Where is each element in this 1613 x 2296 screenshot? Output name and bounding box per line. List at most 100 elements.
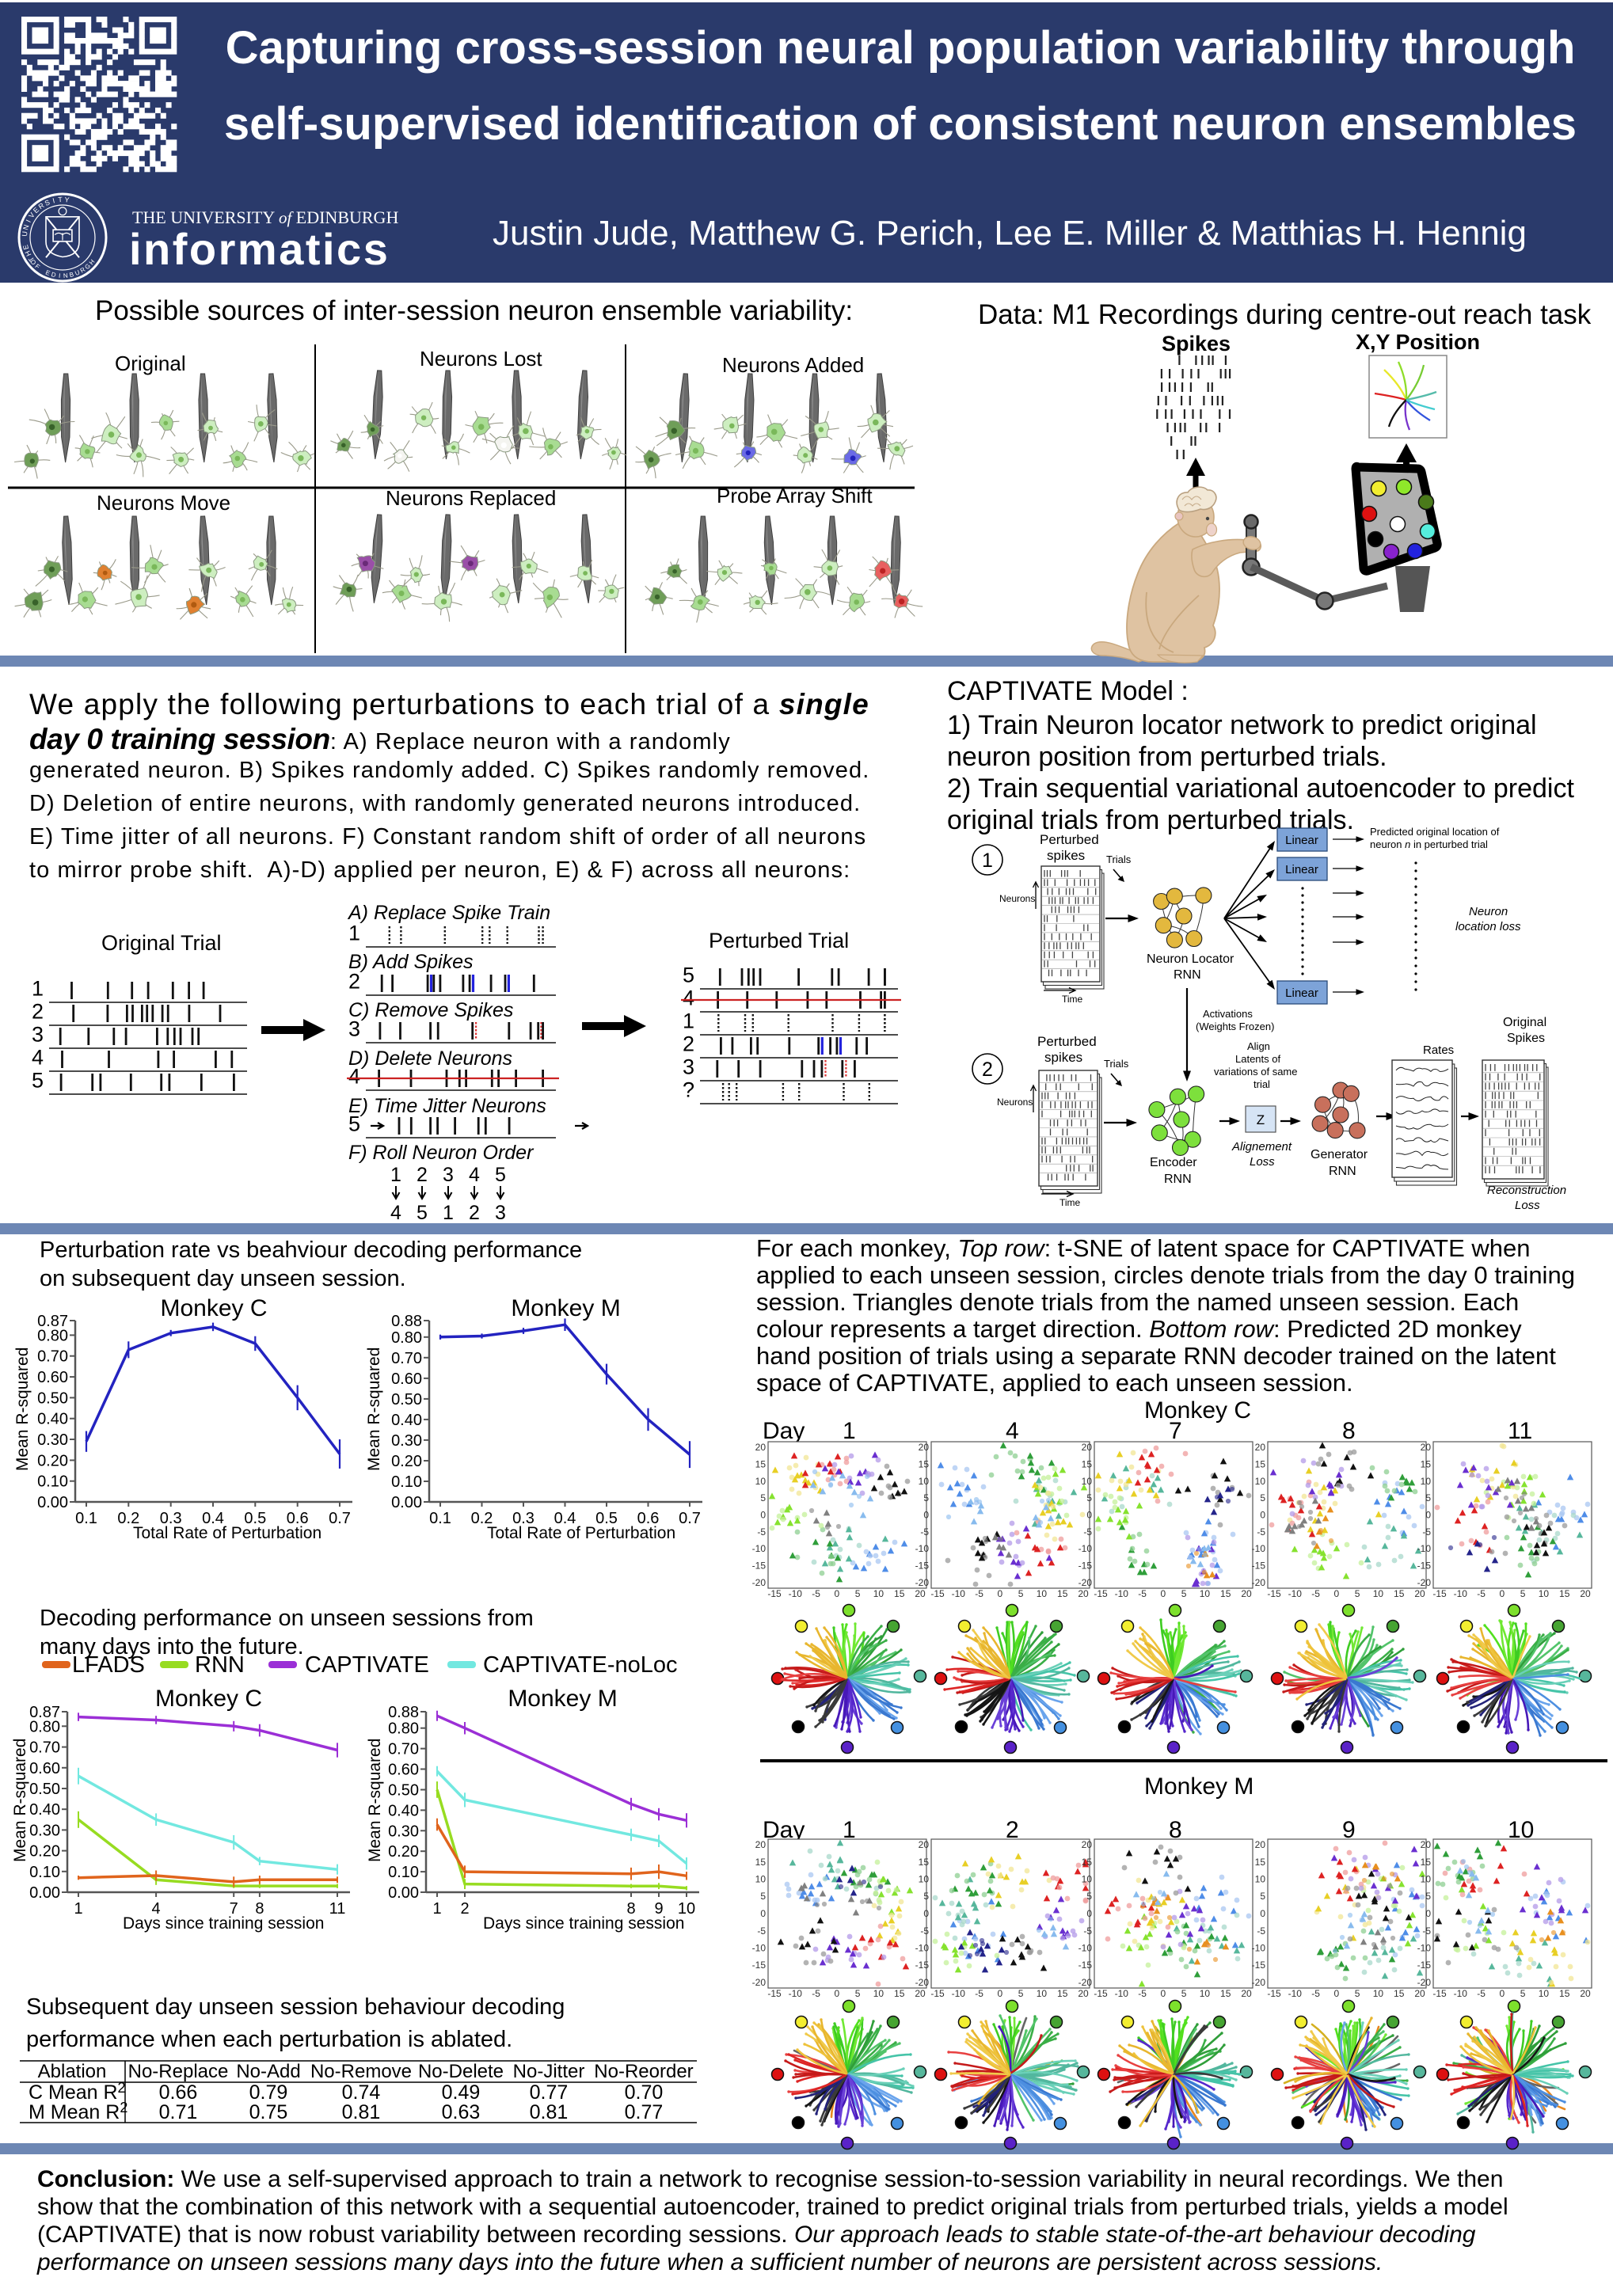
svg-text:9: 9 bbox=[654, 1900, 663, 1918]
svg-text:-15: -15 bbox=[767, 1988, 782, 1999]
svg-text:0.30: 0.30 bbox=[391, 1432, 422, 1450]
svg-text:20: 20 bbox=[1255, 1839, 1266, 1850]
svg-text:0.1: 0.1 bbox=[429, 1510, 451, 1527]
svg-text:-10: -10 bbox=[752, 1943, 767, 1954]
svg-text:V: V bbox=[27, 211, 36, 220]
svg-text:-10: -10 bbox=[915, 1943, 930, 1954]
svg-text:O: O bbox=[29, 258, 37, 267]
svg-text:-10: -10 bbox=[1417, 1943, 1432, 1954]
svg-text:5: 5 bbox=[1086, 1492, 1092, 1503]
svg-text:20: 20 bbox=[1421, 1442, 1432, 1453]
svg-text:I: I bbox=[51, 196, 55, 204]
svg-text:-20: -20 bbox=[1079, 1977, 1093, 1988]
svg-text:10: 10 bbox=[1373, 1588, 1384, 1599]
svg-text:0.81: 0.81 bbox=[530, 2101, 569, 2123]
svg-text:-20: -20 bbox=[1079, 1577, 1093, 1588]
svg-text:0.49: 0.49 bbox=[442, 2081, 481, 2104]
svg-text:G: G bbox=[83, 262, 92, 271]
svg-text:I: I bbox=[25, 219, 32, 224]
svg-text:15: 15 bbox=[1255, 1857, 1266, 1868]
svg-text:5: 5 bbox=[348, 1112, 360, 1136]
svg-text:-15: -15 bbox=[915, 1960, 930, 1971]
svg-text:2: 2 bbox=[32, 1000, 44, 1024]
svg-text:20: 20 bbox=[755, 1442, 767, 1453]
svg-text:0.70: 0.70 bbox=[625, 2081, 664, 2104]
svg-text:No-Delete: No-Delete bbox=[418, 2061, 504, 2082]
svg-text:-10: -10 bbox=[789, 1588, 803, 1599]
svg-text:-20: -20 bbox=[1252, 1977, 1266, 1988]
svg-text:5: 5 bbox=[760, 1891, 766, 1902]
svg-text:R: R bbox=[79, 266, 87, 275]
svg-text:10: 10 bbox=[1082, 1476, 1093, 1487]
svg-text:0.74: 0.74 bbox=[342, 2081, 381, 2104]
svg-text:2: 2 bbox=[417, 1164, 428, 1186]
svg-text:-5: -5 bbox=[1311, 1988, 1320, 1999]
svg-text:-5: -5 bbox=[920, 1925, 929, 1937]
svg-text:Y: Y bbox=[64, 196, 70, 204]
svg-text:-10: -10 bbox=[1079, 1543, 1093, 1554]
svg-text:0.70: 0.70 bbox=[391, 1350, 422, 1367]
svg-text:No-Add: No-Add bbox=[236, 2061, 300, 2082]
svg-text:-5: -5 bbox=[757, 1526, 766, 1538]
svg-text:0.70: 0.70 bbox=[388, 1741, 419, 1758]
svg-text:0.00: 0.00 bbox=[37, 1494, 68, 1511]
svg-text:-5: -5 bbox=[1138, 1988, 1147, 1999]
svg-text:0.00: 0.00 bbox=[391, 1494, 422, 1511]
svg-text:S: S bbox=[44, 198, 51, 207]
svg-text:-5: -5 bbox=[1083, 1925, 1092, 1937]
svg-text:0.6: 0.6 bbox=[637, 1510, 660, 1527]
svg-text:0.88: 0.88 bbox=[391, 1313, 422, 1330]
svg-text:8: 8 bbox=[255, 1900, 264, 1918]
svg-text:10: 10 bbox=[1421, 1476, 1432, 1487]
svg-text:0.30: 0.30 bbox=[37, 1431, 68, 1449]
svg-text:-15: -15 bbox=[930, 1988, 945, 1999]
svg-text:N: N bbox=[63, 272, 69, 279]
svg-text:15: 15 bbox=[894, 1588, 905, 1599]
svg-text:Z: Z bbox=[1257, 1112, 1265, 1127]
svg-text:-15: -15 bbox=[1432, 1988, 1447, 1999]
svg-text:0.5: 0.5 bbox=[595, 1510, 618, 1527]
svg-text:5: 5 bbox=[1425, 1891, 1431, 1902]
svg-text:-15: -15 bbox=[767, 1588, 782, 1599]
svg-text:5: 5 bbox=[32, 1069, 44, 1093]
svg-text:5: 5 bbox=[1086, 1891, 1092, 1902]
svg-text:U: U bbox=[21, 231, 29, 237]
svg-text:4: 4 bbox=[152, 1900, 161, 1918]
svg-text:3: 3 bbox=[32, 1023, 44, 1047]
svg-text:0.30: 0.30 bbox=[29, 1822, 60, 1839]
svg-text:5: 5 bbox=[1520, 1988, 1526, 1999]
svg-text:0.1: 0.1 bbox=[75, 1510, 97, 1527]
svg-text:U: U bbox=[74, 268, 81, 277]
svg-text:20: 20 bbox=[1580, 1588, 1591, 1599]
svg-text:-10: -10 bbox=[1288, 1988, 1303, 1999]
svg-text:20: 20 bbox=[1421, 1839, 1432, 1850]
svg-text:0: 0 bbox=[1500, 1988, 1505, 1999]
svg-text:20: 20 bbox=[1580, 1988, 1591, 1999]
svg-text:2: 2 bbox=[982, 1059, 993, 1081]
svg-text:20: 20 bbox=[1255, 1442, 1266, 1453]
svg-text:0.50: 0.50 bbox=[391, 1391, 422, 1408]
svg-text:0: 0 bbox=[1260, 1908, 1265, 1919]
svg-text:1: 1 bbox=[348, 922, 360, 945]
svg-text:0.6: 0.6 bbox=[287, 1510, 309, 1527]
svg-text:10: 10 bbox=[1539, 1988, 1550, 1999]
svg-text:M Mean R2: M Mean R2 bbox=[29, 2100, 127, 2123]
svg-text:0.30: 0.30 bbox=[388, 1823, 419, 1840]
svg-text:-10: -10 bbox=[1115, 1988, 1129, 1999]
svg-text:0.87: 0.87 bbox=[29, 1704, 60, 1721]
svg-text:4: 4 bbox=[390, 1202, 401, 1224]
svg-text:10: 10 bbox=[1200, 1988, 1211, 1999]
svg-text:5: 5 bbox=[1181, 1988, 1187, 1999]
svg-text:4: 4 bbox=[683, 986, 694, 1010]
svg-text:-15: -15 bbox=[1094, 1988, 1108, 1999]
svg-text:2: 2 bbox=[683, 1032, 694, 1056]
svg-text:5: 5 bbox=[1425, 1492, 1431, 1503]
svg-text:3: 3 bbox=[348, 1017, 360, 1041]
svg-text:15: 15 bbox=[1082, 1458, 1093, 1469]
svg-text:0: 0 bbox=[923, 1510, 929, 1521]
svg-text:No-Replace: No-Replace bbox=[128, 2061, 229, 2082]
svg-text:2: 2 bbox=[348, 970, 360, 994]
svg-text:1: 1 bbox=[390, 1164, 401, 1186]
svg-text:10: 10 bbox=[1200, 1588, 1211, 1599]
svg-text:D: D bbox=[51, 271, 57, 279]
